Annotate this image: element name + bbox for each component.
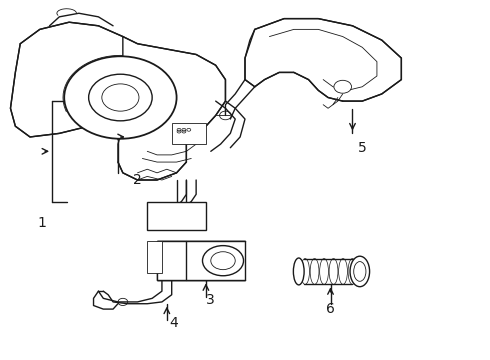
Text: 6: 6 [326, 302, 335, 316]
Polygon shape [118, 37, 225, 180]
Polygon shape [147, 241, 162, 273]
Circle shape [64, 56, 176, 139]
Ellipse shape [354, 262, 366, 281]
Circle shape [102, 84, 139, 111]
Text: 1: 1 [38, 216, 47, 230]
Circle shape [334, 80, 351, 93]
Polygon shape [172, 123, 206, 144]
Text: 2: 2 [133, 173, 142, 187]
Polygon shape [245, 19, 401, 101]
Circle shape [89, 74, 152, 121]
Text: 3: 3 [206, 293, 215, 307]
Polygon shape [10, 22, 138, 137]
Circle shape [202, 246, 244, 276]
Polygon shape [157, 241, 186, 280]
Polygon shape [157, 241, 245, 280]
Text: 5: 5 [358, 141, 367, 155]
Ellipse shape [294, 258, 304, 285]
Circle shape [211, 252, 235, 270]
Ellipse shape [350, 256, 369, 287]
Text: 4: 4 [170, 316, 178, 330]
Polygon shape [147, 202, 206, 230]
